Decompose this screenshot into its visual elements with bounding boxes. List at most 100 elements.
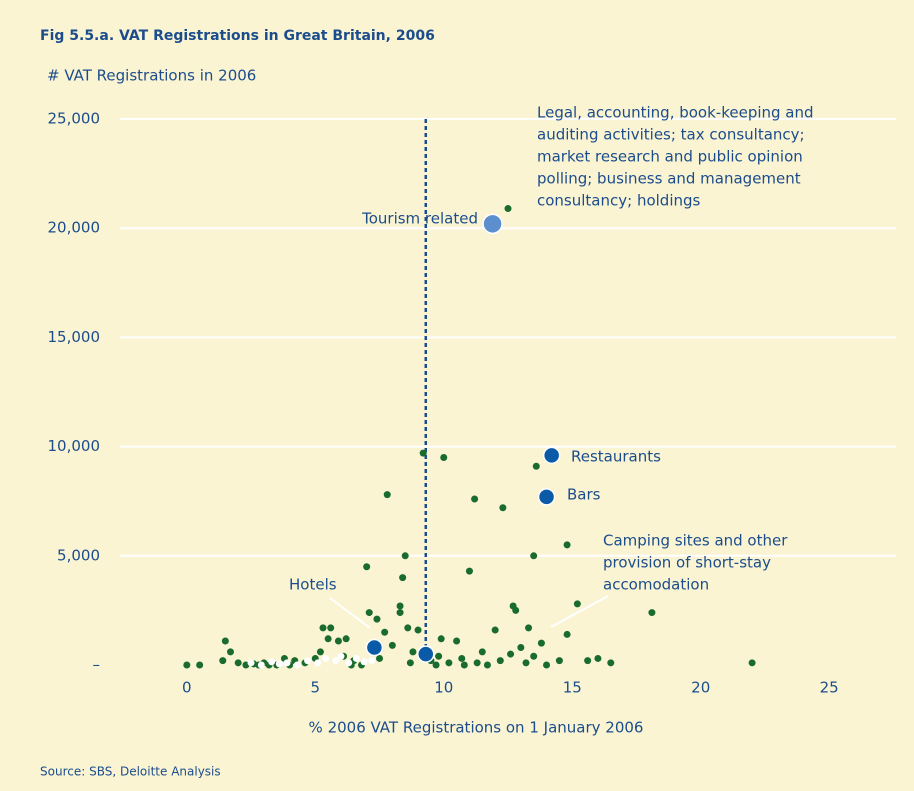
point	[388, 641, 396, 649]
point	[327, 624, 335, 632]
annotation: auditing activities; tax consultancy;	[537, 126, 805, 144]
point	[507, 650, 515, 658]
y-tick-label: 20,000	[48, 219, 101, 237]
x-tick-label: 0	[182, 679, 192, 697]
point	[473, 659, 481, 667]
y-tick-label: 15,000	[48, 328, 101, 346]
point	[381, 628, 389, 636]
leader-line	[329, 597, 371, 629]
y-tick-label: 25,000	[48, 110, 101, 128]
point	[376, 654, 384, 662]
annotation: consultancy; holdings	[537, 192, 701, 210]
point	[563, 541, 571, 549]
point	[504, 205, 512, 213]
annotation: polling; business and management	[537, 170, 801, 188]
point	[342, 635, 350, 643]
annotation: provision of short-stay	[603, 554, 771, 572]
point	[322, 654, 330, 662]
annotation: Camping sites and other	[603, 532, 788, 550]
point	[491, 626, 499, 634]
point	[525, 624, 533, 632]
point	[401, 552, 409, 560]
point	[537, 639, 545, 647]
point	[257, 661, 265, 669]
point	[748, 659, 756, 667]
point	[458, 654, 466, 662]
x-tick-label: 25	[820, 679, 839, 697]
annotation: accomodation	[603, 576, 709, 594]
point	[334, 637, 342, 645]
point	[445, 659, 453, 667]
point	[337, 652, 345, 660]
point	[471, 495, 479, 503]
point	[496, 657, 504, 665]
point	[383, 491, 391, 499]
point	[543, 661, 551, 669]
x-axis-label: % 2006 VAT Registrations on 1 January 20…	[309, 719, 644, 737]
annotation: Legal, accounting, book-keeping and	[537, 104, 814, 122]
point	[542, 446, 561, 465]
source: Source: SBS, Deloitte Analysis	[40, 765, 221, 779]
point	[352, 654, 360, 662]
point	[594, 654, 602, 662]
annotation: Hotels	[289, 576, 337, 594]
point	[435, 652, 443, 660]
point	[234, 659, 242, 667]
point	[268, 658, 276, 666]
point	[247, 659, 255, 667]
point	[345, 659, 353, 667]
point	[440, 454, 448, 462]
point	[532, 462, 540, 470]
point	[221, 637, 229, 645]
point	[373, 615, 381, 623]
point	[530, 552, 538, 560]
x-tick-label: 15	[563, 679, 582, 697]
point	[573, 600, 581, 608]
point	[417, 645, 435, 663]
point	[414, 626, 422, 634]
point	[482, 213, 503, 235]
point	[316, 648, 324, 656]
point	[183, 661, 191, 669]
annotation: Tourism related	[361, 210, 478, 228]
point	[453, 637, 461, 645]
point	[584, 657, 592, 665]
point	[483, 661, 491, 669]
y-tick-label: –	[93, 656, 101, 674]
annotation: Restaurants	[571, 448, 661, 466]
point	[396, 609, 404, 617]
point	[406, 659, 414, 667]
point	[368, 657, 376, 665]
y-axis-label: # VAT Registrations in 2006	[47, 67, 256, 85]
point	[517, 644, 525, 652]
point	[365, 609, 373, 617]
point	[226, 648, 234, 656]
point	[437, 635, 445, 643]
point	[478, 648, 486, 656]
point	[275, 660, 283, 668]
point	[460, 661, 468, 669]
leader-line	[550, 595, 609, 628]
x-tick-label: 10	[434, 679, 453, 697]
point	[563, 630, 571, 638]
point	[319, 624, 327, 632]
y-tick-label: 5,000	[57, 546, 100, 564]
point	[404, 624, 412, 632]
point	[332, 657, 340, 665]
point	[360, 658, 368, 666]
point	[499, 504, 507, 512]
point	[530, 652, 538, 660]
point	[363, 563, 371, 571]
point	[537, 488, 556, 506]
chart-title: Fig 5.5.a. VAT Registrations in Great Br…	[40, 28, 435, 44]
point	[396, 602, 404, 610]
point	[399, 574, 407, 582]
x-tick-label: 20	[691, 679, 710, 697]
point	[219, 657, 227, 665]
point	[522, 659, 530, 667]
point	[409, 648, 417, 656]
x-tick-label: 5	[311, 679, 321, 697]
point	[293, 661, 301, 669]
